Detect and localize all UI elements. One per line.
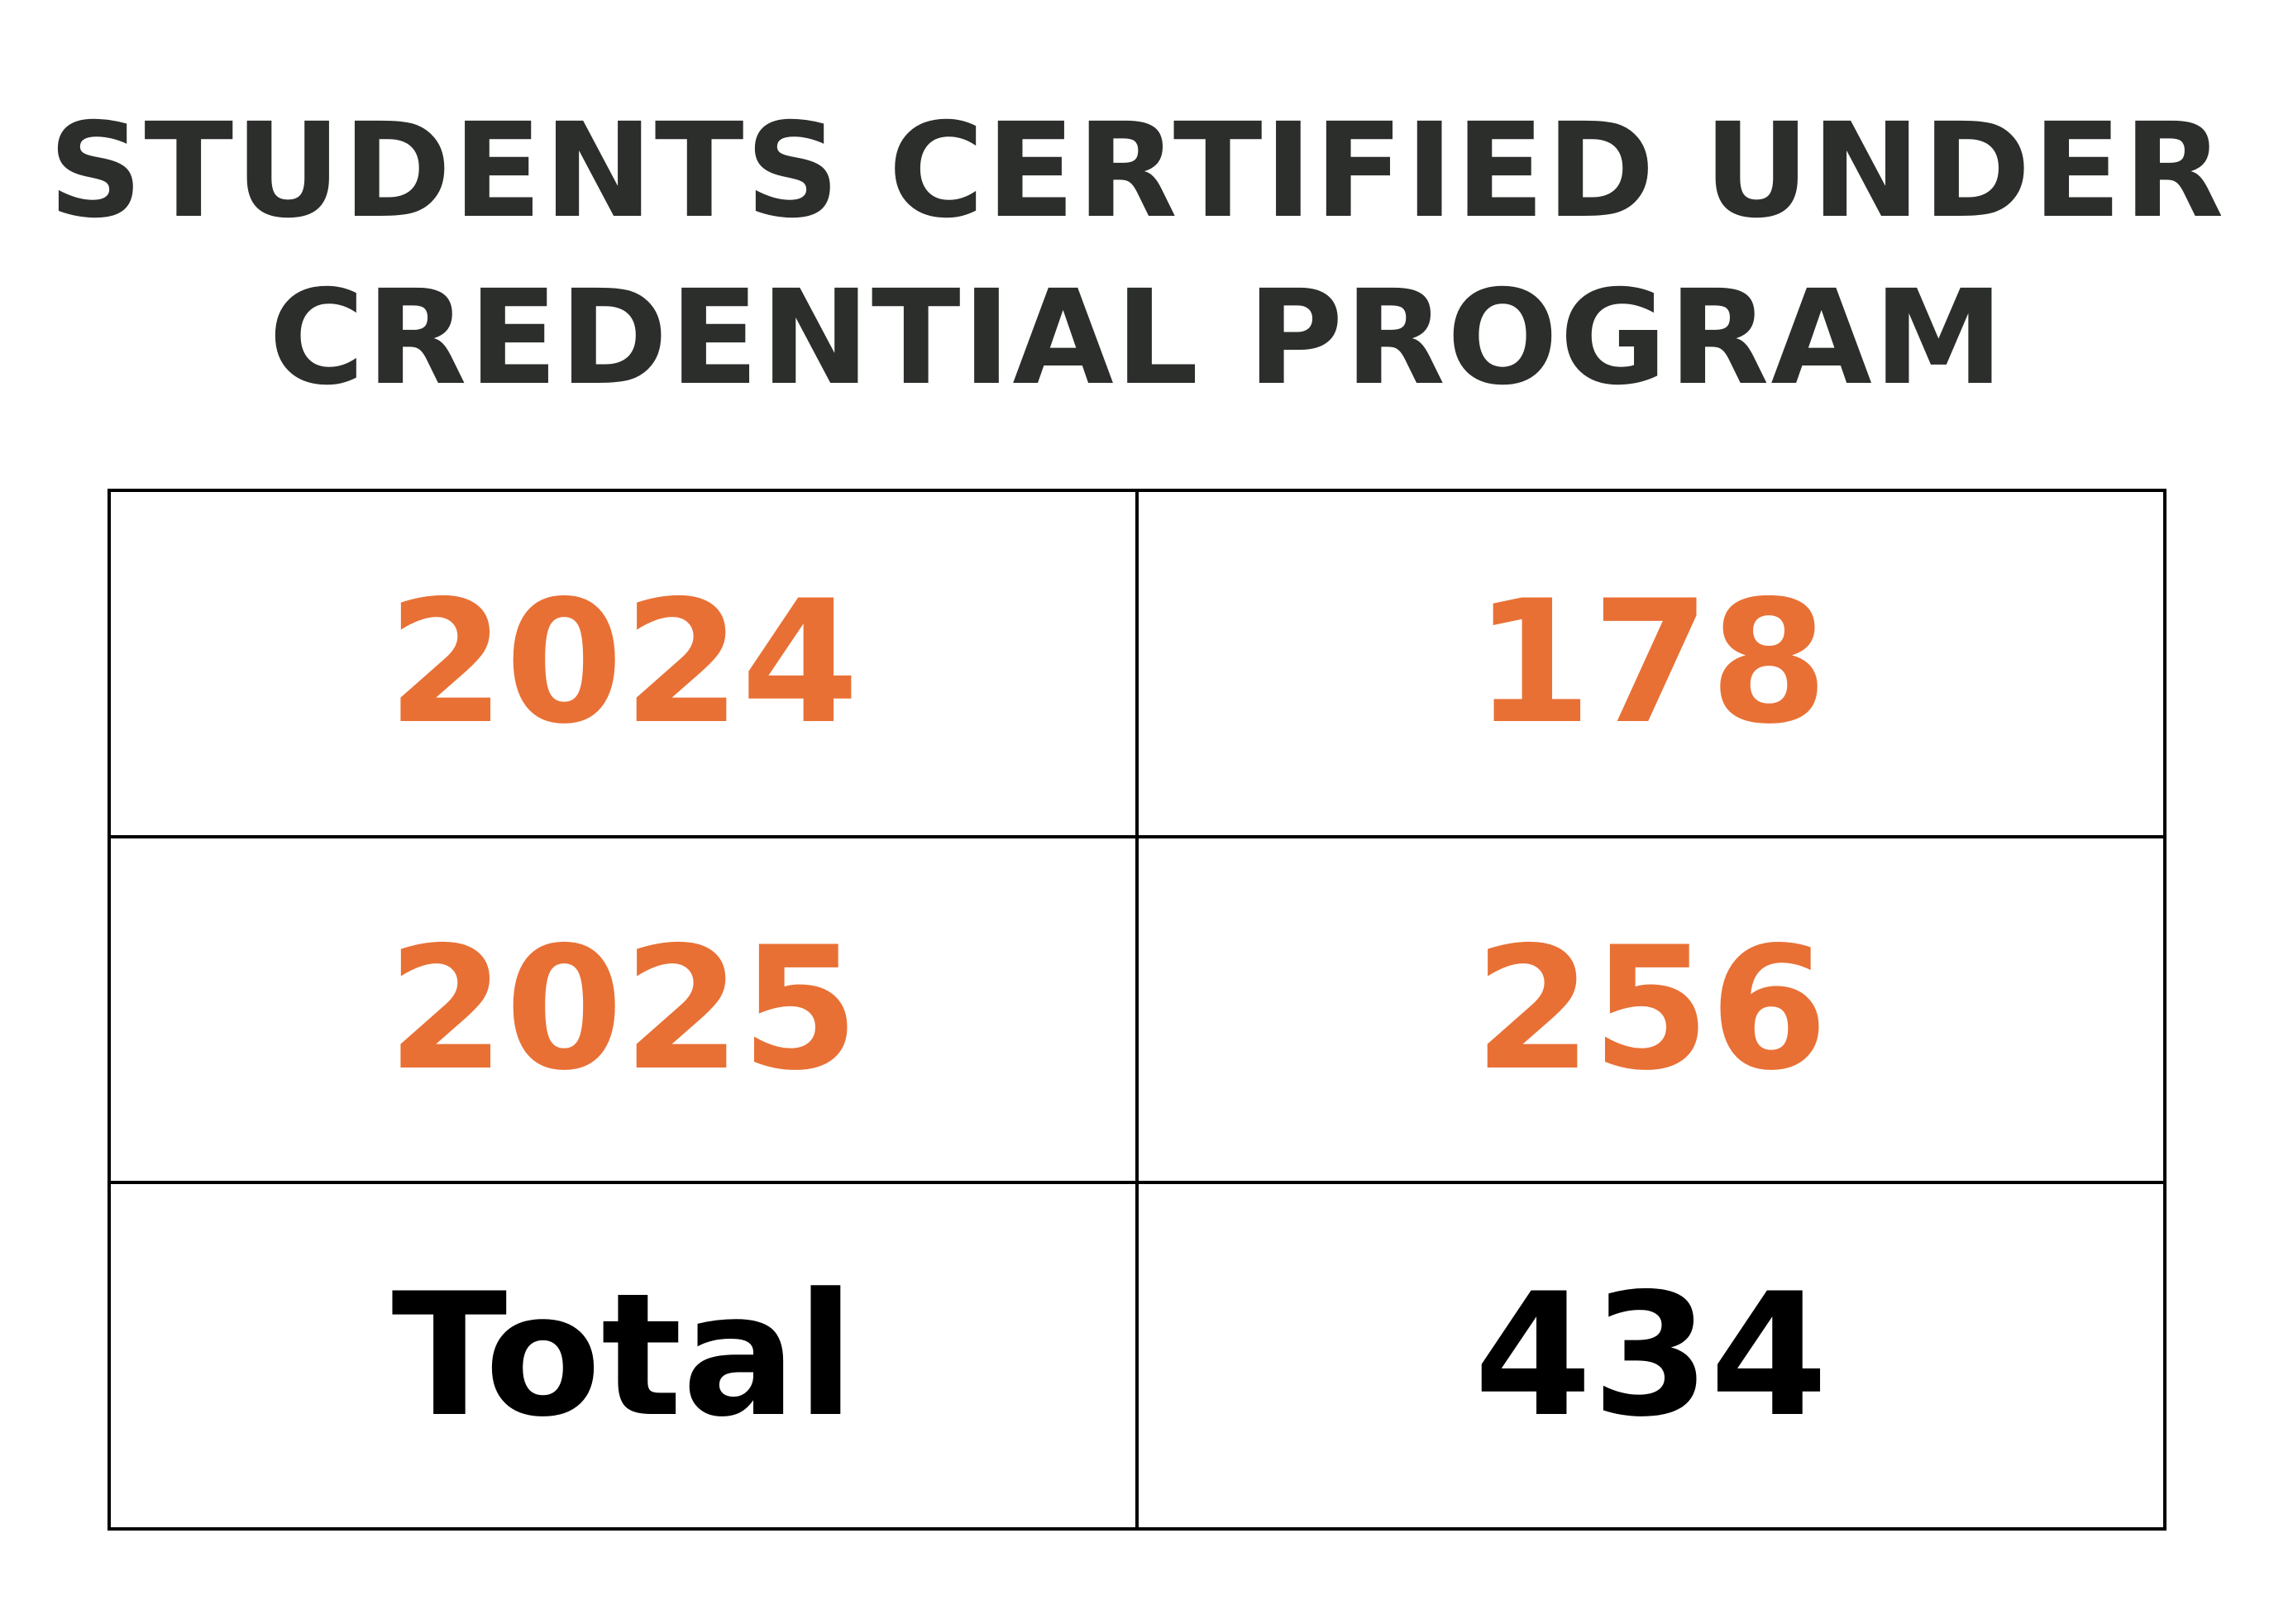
count-cell: 256 <box>1135 834 2167 1185</box>
total-row: Total 434 <box>107 1181 2167 1531</box>
row: 2025 256 <box>107 834 2167 1185</box>
year-cell: 2025 <box>107 834 1139 1185</box>
year-cell: 2024 <box>107 489 1139 838</box>
table: 2024 178 2025 256 Total 434 <box>107 489 2167 1531</box>
count-cell: 178 <box>1135 489 2167 838</box>
title-line: STUDENTS CERTIFIED UNDER <box>48 95 2226 247</box>
total-value: 434 <box>1135 1181 2167 1531</box>
row: 2024 178 <box>107 489 2167 838</box>
title-line: CREDENTIAL PROGRAM <box>268 262 2006 414</box>
total-label: Total <box>107 1181 1139 1531</box>
